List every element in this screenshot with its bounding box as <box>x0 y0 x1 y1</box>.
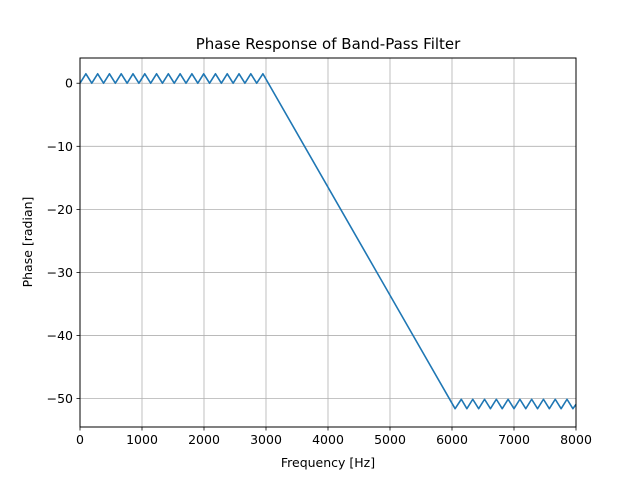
grid-lines <box>79 58 577 427</box>
x-tick-label: 3000 <box>250 432 282 447</box>
x-tick-label: 7000 <box>498 432 530 447</box>
y-tick-label: −30 <box>47 265 73 280</box>
x-axis-label: Frequency [Hz] <box>281 455 375 470</box>
chart-title: Phase Response of Band-Pass Filter <box>196 35 461 53</box>
y-tick-label: 0 <box>65 76 73 91</box>
y-tick-label: −10 <box>47 139 73 154</box>
x-tick-label: 0 <box>76 432 84 447</box>
plot-area <box>79 72 577 410</box>
y-axis: 0 −10 −20 −30 −40 −50 <box>47 76 80 406</box>
x-tick-label: 1000 <box>126 432 158 447</box>
x-axis: 0 1000 2000 3000 4000 5000 6000 7000 8000 <box>76 427 592 447</box>
x-tick-label: 6000 <box>436 432 468 447</box>
x-tick-label: 8000 <box>560 432 592 447</box>
x-tick-label: 5000 <box>374 432 406 447</box>
y-tick-label: −20 <box>47 202 73 217</box>
y-tick-label: −40 <box>47 328 73 343</box>
y-tick-label: −50 <box>47 391 73 406</box>
phase-series-line <box>79 72 577 410</box>
x-tick-label: 2000 <box>188 432 220 447</box>
y-axis-label: Phase [radian] <box>20 197 35 288</box>
x-tick-label: 4000 <box>312 432 344 447</box>
